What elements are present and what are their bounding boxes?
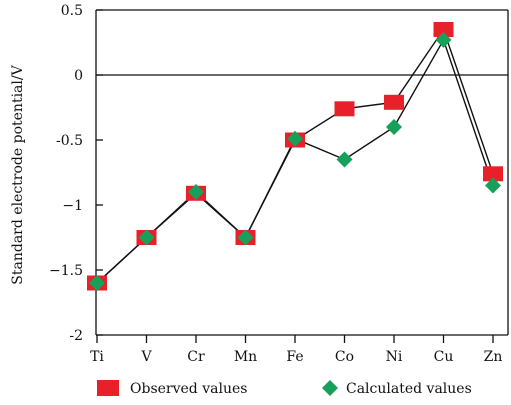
x-tick-label: Cu [434, 349, 454, 365]
x-tick-label: Fe [286, 349, 303, 365]
y-tick-label: −1.5 [49, 263, 83, 279]
x-tick-label: Mn [234, 349, 257, 365]
calculated-point [138, 229, 155, 246]
x-tick-labels: Ti V Cr Mn Fe Co Ni Cu Zn [90, 349, 502, 365]
x-tick-label: V [140, 349, 152, 365]
calculated-point [386, 119, 402, 135]
y-tick-label: -0.5 [56, 133, 83, 149]
y-tick-label: 0.5 [61, 3, 83, 19]
y-tick-label: 0 [74, 68, 83, 84]
series-line-calculated [96, 38, 494, 284]
x-tick-label: Ni [386, 349, 403, 365]
calculated-point [237, 229, 254, 246]
calculated-point [435, 31, 452, 48]
observed-point [334, 101, 355, 117]
observed-point [483, 166, 503, 182]
calculated-point [89, 275, 105, 291]
axes [95, 9, 509, 343]
legend-observed-swatch [97, 380, 119, 396]
observed-point [433, 22, 454, 37]
y-tick-label: -2 [69, 328, 83, 344]
y-axis-label: Standard electrode potential/V [10, 64, 26, 284]
x-tick-label: Ti [90, 349, 104, 365]
x-tick-label: Cr [187, 349, 205, 365]
calculated-point [336, 151, 353, 168]
observed-point [384, 94, 404, 110]
x-tick-label: Co [335, 349, 354, 365]
calculated-point [188, 184, 204, 200]
y-tick-label: −1 [62, 198, 83, 214]
calculated-point [287, 130, 303, 147]
x-tick-label: Zn [484, 349, 503, 365]
calculated-point [485, 177, 501, 194]
legend-calculated-label: Calculated values [346, 381, 472, 397]
legend: Observed values Calculated values [97, 380, 472, 397]
y-tick-labels: 0.5 0 -0.5 −1 −1.5 -2 [49, 3, 83, 344]
series-markers [87, 22, 503, 291]
legend-calculated-swatch [322, 380, 338, 396]
legend-observed-label: Observed values [130, 381, 247, 397]
